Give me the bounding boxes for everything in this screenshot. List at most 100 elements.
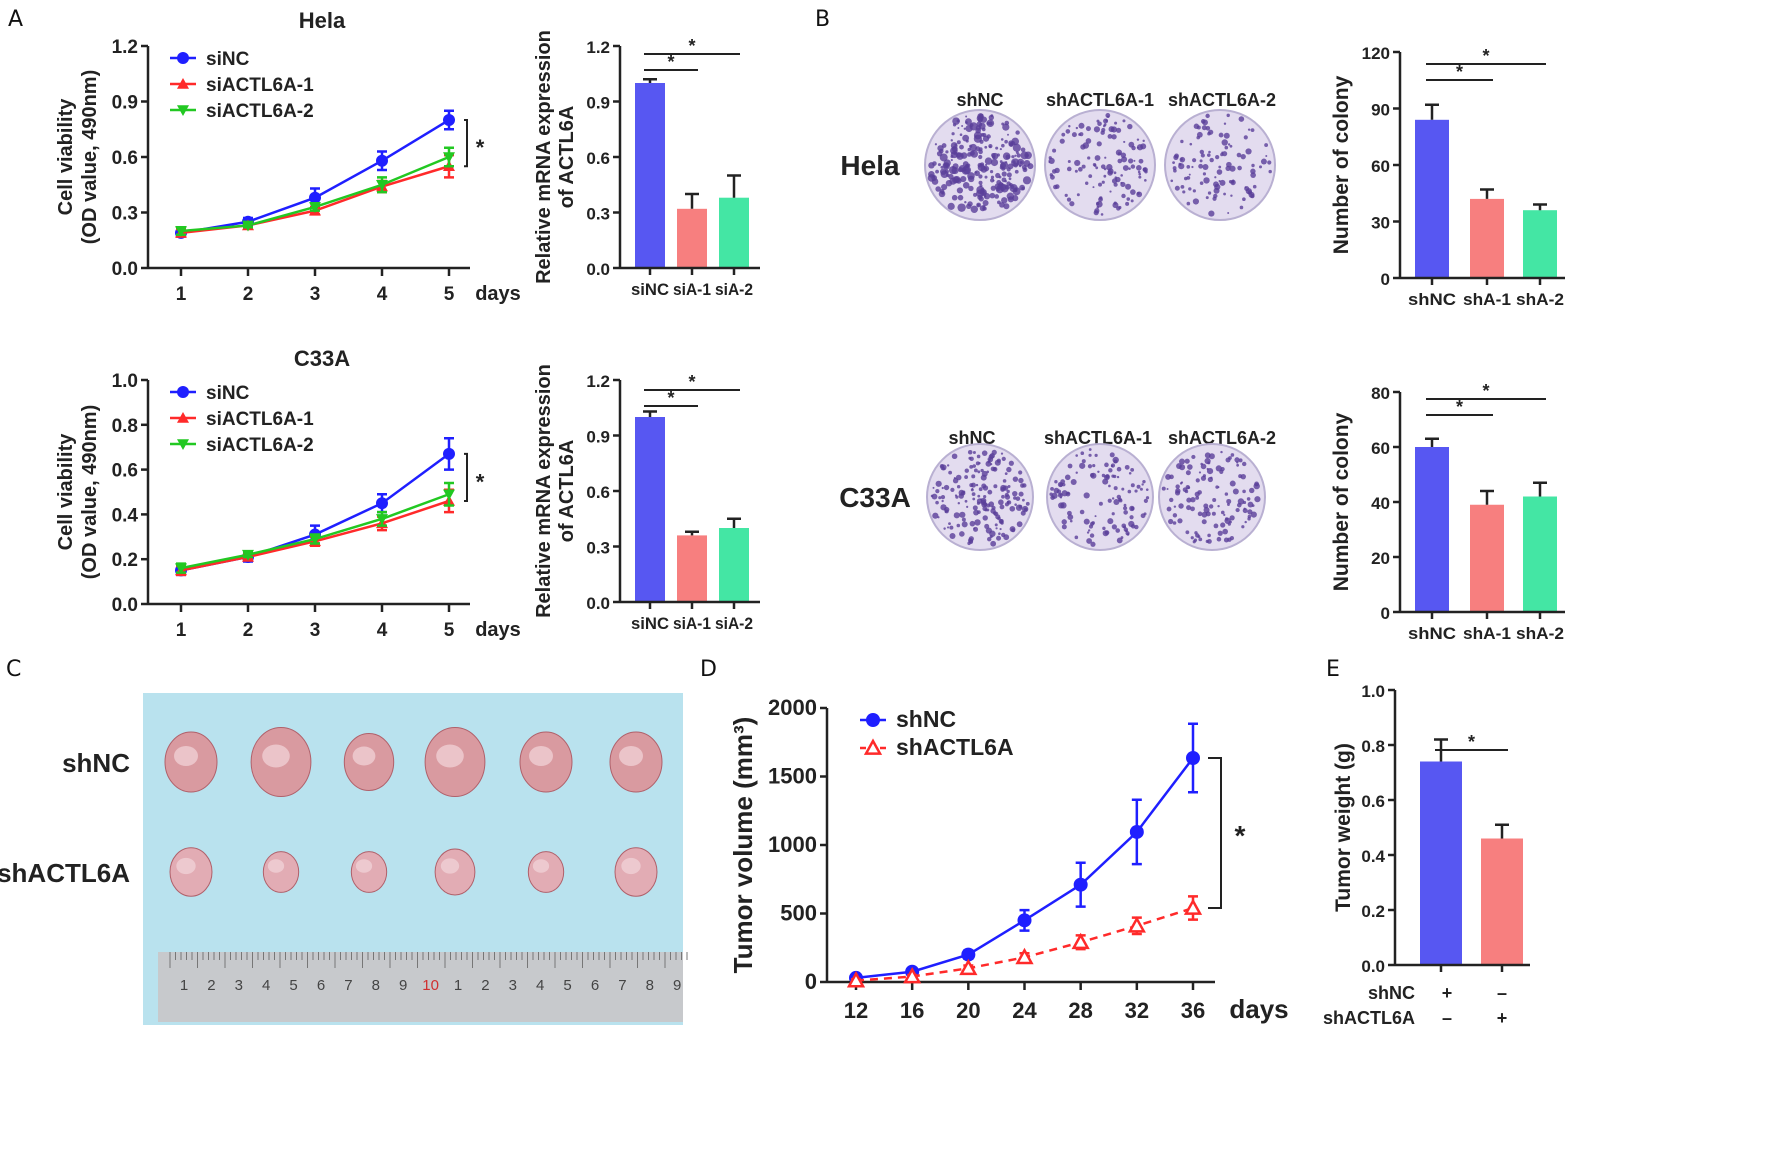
colony xyxy=(1125,183,1132,190)
colony xyxy=(998,499,1004,506)
bars xyxy=(635,78,749,275)
colony xyxy=(1215,485,1219,489)
colony xyxy=(1008,183,1012,186)
bar xyxy=(719,528,749,602)
colony xyxy=(1079,132,1084,137)
colony xyxy=(1019,161,1023,165)
colony xyxy=(958,493,964,499)
significance-star: * xyxy=(1482,381,1489,401)
colony xyxy=(981,483,987,489)
colony xyxy=(1207,533,1211,538)
colony xyxy=(1027,163,1034,170)
colony xyxy=(1259,165,1263,169)
colony xyxy=(1079,509,1085,515)
marker-circle xyxy=(177,52,189,64)
colony xyxy=(1018,504,1023,509)
colony xyxy=(1075,126,1079,130)
error-bar xyxy=(1533,481,1547,497)
colony xyxy=(1103,174,1107,178)
colony xyxy=(932,161,937,166)
colony xyxy=(1116,466,1122,472)
colony xyxy=(1185,484,1190,490)
colony xyxy=(1264,143,1269,147)
colony xyxy=(1192,540,1196,544)
colony xyxy=(1224,145,1229,150)
x-tick-label: 5 xyxy=(444,284,455,305)
x-tick-label: 3 xyxy=(310,284,321,305)
colony xyxy=(965,124,973,133)
colony xyxy=(1066,197,1072,202)
marker-triangle-open xyxy=(1127,916,1146,933)
colony xyxy=(953,512,960,519)
colony xyxy=(945,150,949,154)
colony xyxy=(1136,484,1141,489)
colony xyxy=(1220,522,1226,528)
colony xyxy=(949,525,954,530)
colony xyxy=(943,527,946,530)
colony-dish xyxy=(924,109,1036,221)
colony xyxy=(979,205,986,212)
colony xyxy=(970,482,976,488)
colony xyxy=(1200,119,1206,124)
colony xyxy=(980,468,984,473)
colony xyxy=(1104,156,1107,159)
colony xyxy=(1111,497,1115,500)
colony xyxy=(1187,464,1193,470)
colony xyxy=(1230,194,1233,197)
colony xyxy=(935,186,941,192)
marker-triangle xyxy=(443,152,455,163)
error-bar xyxy=(685,192,699,209)
colony xyxy=(939,153,948,162)
y-tick-label: 1.2 xyxy=(586,38,610,57)
marker-triangle xyxy=(309,202,321,213)
colony xyxy=(957,127,960,130)
colony xyxy=(1184,458,1190,464)
colony xyxy=(1180,158,1183,161)
tumor xyxy=(350,851,388,893)
colony xyxy=(1251,163,1255,168)
marker-triangle xyxy=(242,220,254,232)
colony xyxy=(935,480,942,487)
colony xyxy=(1008,140,1014,146)
colony xyxy=(1090,541,1096,547)
colony xyxy=(961,521,968,528)
marker-triangle xyxy=(242,549,254,561)
colony xyxy=(959,531,965,537)
colony xyxy=(1252,184,1257,189)
colony xyxy=(1131,145,1136,151)
colony xyxy=(1254,496,1261,503)
colony xyxy=(1083,518,1090,525)
colony xyxy=(1110,463,1116,468)
colony xyxy=(1103,167,1107,171)
colony xyxy=(1217,530,1223,536)
x-tick-label: 1 xyxy=(176,620,187,641)
y-tick-label: 90 xyxy=(1371,101,1390,120)
x-tick-label: 28 xyxy=(1068,998,1092,1023)
colony xyxy=(1015,151,1019,155)
colony xyxy=(950,158,953,162)
error-bar xyxy=(1425,103,1439,120)
colony xyxy=(1196,135,1201,140)
x-tick-label: siNC xyxy=(631,614,669,633)
colony xyxy=(1018,491,1024,497)
y-tick-label: 0.4 xyxy=(112,505,139,526)
colony xyxy=(1204,457,1211,465)
colony xyxy=(1251,504,1255,508)
condition-label: shACTL6A xyxy=(1323,1008,1415,1028)
ruler-number: 10 xyxy=(422,977,439,994)
significance-star: * xyxy=(1456,397,1463,417)
colony xyxy=(1253,482,1260,490)
colony xyxy=(1235,507,1240,513)
colony xyxy=(943,484,950,491)
colony xyxy=(955,474,962,481)
colony xyxy=(964,201,967,204)
colony xyxy=(1179,464,1186,471)
colony xyxy=(1138,172,1142,176)
bar xyxy=(1481,838,1523,965)
colony xyxy=(1126,197,1131,201)
colony xyxy=(1250,172,1256,178)
colony xyxy=(1177,518,1183,524)
colony xyxy=(980,499,987,506)
colony xyxy=(1219,179,1226,186)
colony xyxy=(1117,152,1121,156)
